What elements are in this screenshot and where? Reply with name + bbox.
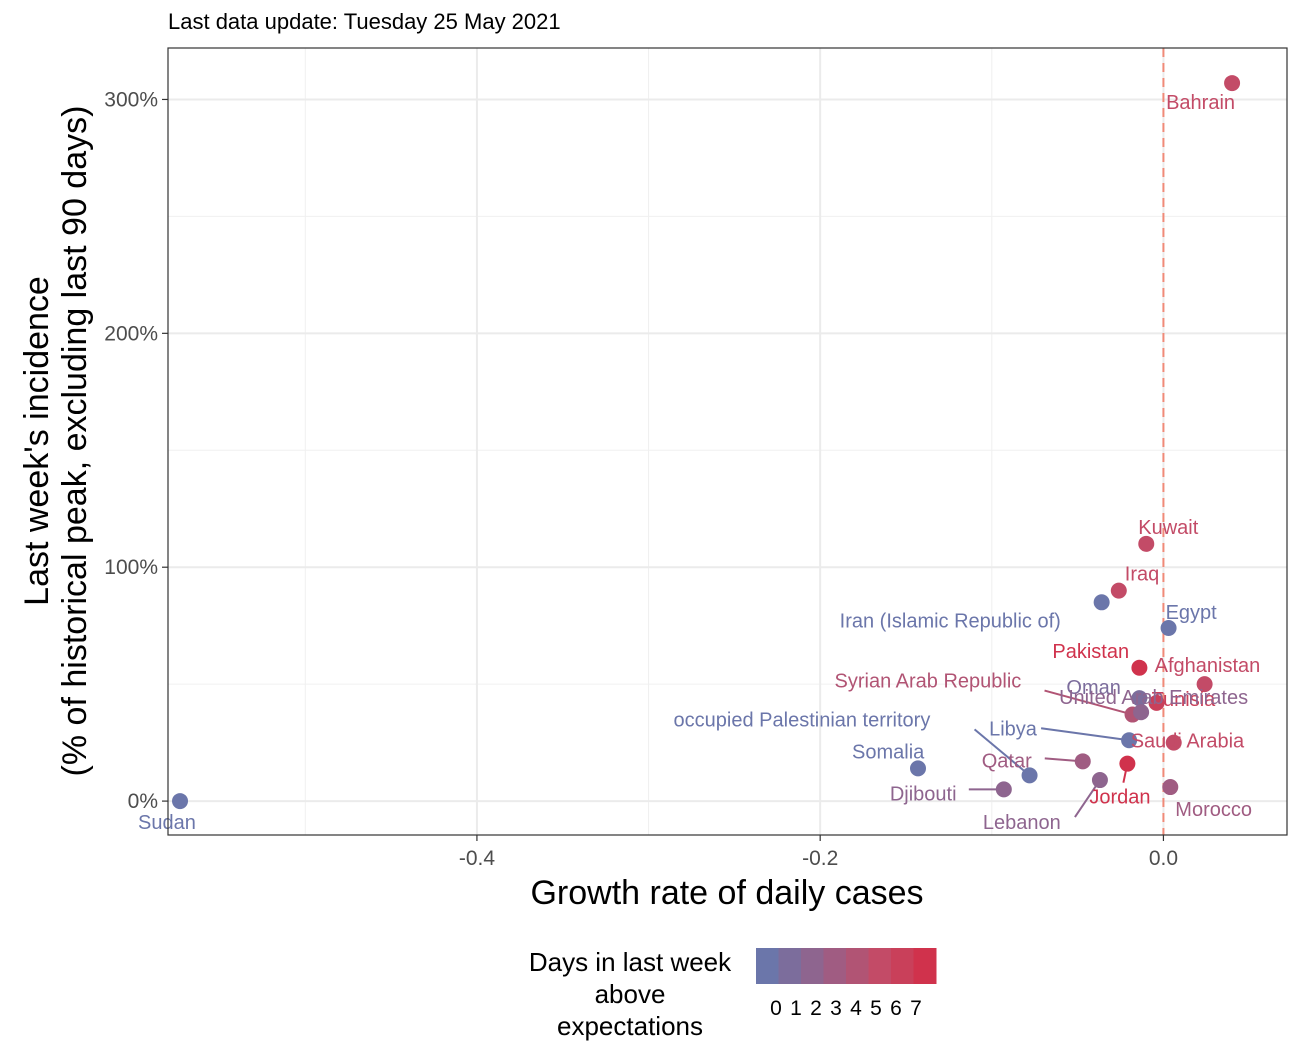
legend-label-6: 6: [890, 997, 902, 1020]
label-syrian-arab-republic: Syrian Arab Republic: [835, 671, 1022, 693]
x-tick-label: 0.0: [1149, 847, 1178, 870]
point-afghanistan: [1196, 676, 1213, 693]
legend-swatch-3: [823, 948, 847, 984]
legend-label-3: 3: [830, 997, 842, 1020]
label-somalia: Somalia: [852, 741, 925, 763]
label-tunisia: Tunisia: [1152, 689, 1217, 711]
plot-panel-background: [168, 48, 1287, 835]
point-egypt: [1160, 620, 1177, 637]
point-libya: [1121, 732, 1138, 749]
label-sudan: Sudan: [138, 812, 196, 834]
point-labels: Bahrain Kuwait Iraq Iran (Islamic Republic …: [138, 92, 1260, 834]
y-axis-title-line1: Last week's incidence: [18, 276, 56, 606]
leader-line-occupied-palestinian-territory: [973, 728, 1031, 777]
legend-swatch-7: [913, 948, 937, 984]
label-iraq: Iraq: [1125, 564, 1159, 586]
point-kuwait: [1138, 535, 1155, 552]
label-egypt: Egypt: [1166, 602, 1218, 624]
legend-swatch-0: [756, 948, 779, 984]
label-pakistan: Pakistan: [1052, 641, 1129, 663]
legend-swatch-6: [891, 948, 914, 984]
legend-title-line2: above: [595, 979, 666, 1009]
label-djibouti: Djibouti: [890, 783, 957, 805]
legend-label-0: 0: [770, 997, 782, 1020]
point-jordan: [1119, 755, 1136, 772]
label-united-arab-emirates: United Arab Emirates: [1059, 687, 1248, 709]
x-axis-ticks: -0.4 -0.2 0.0: [459, 835, 1178, 870]
label-libya: Libya: [989, 718, 1038, 740]
point-sudan: [172, 793, 189, 810]
x-tick-label: -0.2: [802, 847, 838, 870]
label-jordan: Jordan: [1089, 787, 1150, 809]
label-iran-islamic-republic-of: Iran (Islamic Republic of): [840, 610, 1061, 632]
label-saudi-arabia: Saudi Arabia: [1131, 731, 1245, 753]
y-tick-label: 0%: [128, 790, 158, 813]
point-somalia: [910, 760, 927, 777]
y-tick-label: 300%: [104, 88, 158, 111]
point-bahrain: [1224, 75, 1241, 92]
y-tick-label: 100%: [104, 556, 158, 579]
point-saudi-arabia: [1165, 734, 1182, 751]
y-tick-label: 200%: [104, 322, 158, 345]
grid-lines: [168, 48, 1287, 835]
point-united-arab-emirates: [1133, 704, 1150, 721]
point-tunisia: [1148, 694, 1165, 711]
label-qatar: Qatar: [982, 750, 1032, 772]
point-oman: [1131, 690, 1148, 707]
y-axis-ticks: 0% 100% 200% 300%: [104, 88, 168, 813]
legend-swatch-2: [801, 948, 824, 984]
y-axis-title-line2: (% of historical peak, excluding last 90…: [56, 106, 94, 777]
point-qatar: [1074, 753, 1091, 770]
point-lebanon: [1091, 772, 1108, 789]
legend-swatch-1: [778, 948, 802, 984]
point-pakistan: [1131, 659, 1148, 676]
label-occupied-palestinian-territory: occupied Palestinian territory: [674, 709, 931, 731]
legend-title-line3: expectations: [557, 1011, 703, 1041]
legend-label-5: 5: [870, 997, 882, 1020]
legend-colorbar: [756, 948, 937, 984]
plot-panel-border: [167, 47, 1288, 836]
label-afghanistan: Afghanistan: [1155, 655, 1261, 677]
point-iraq: [1110, 582, 1127, 599]
legend-swatch-5: [868, 948, 892, 984]
legend-label-7: 7: [910, 997, 922, 1020]
legend-label-1: 1: [790, 997, 802, 1020]
label-bahrain: Bahrain: [1166, 92, 1235, 114]
legend-title-line1: Days in last week: [529, 947, 732, 977]
leader-line-libya: [1040, 727, 1130, 742]
x-tick-label: -0.4: [459, 847, 496, 870]
chart-subtitle: Last data update: Tuesday 25 May 2021: [168, 9, 561, 34]
legend-swatch-4: [846, 948, 869, 984]
leader-line-syrian-arab-republic: [1044, 689, 1133, 716]
point-djibouti: [995, 781, 1012, 798]
point-iran-islamic-republic-of: [1093, 594, 1110, 611]
label-kuwait: Kuwait: [1138, 517, 1198, 539]
legend-label-2: 2: [810, 997, 822, 1020]
legend-label-4: 4: [850, 997, 862, 1020]
x-axis-title: Growth rate of daily cases: [530, 874, 923, 912]
label-morocco: Morocco: [1175, 799, 1252, 821]
label-oman: Oman: [1066, 677, 1120, 699]
point-morocco: [1162, 779, 1179, 796]
data-points: [172, 75, 1241, 810]
point-occupied-palestinian-territory: [1021, 767, 1038, 784]
label-lebanon: Lebanon: [983, 812, 1061, 834]
y-axis-title: Last week's incidence (% of historical p…: [18, 106, 94, 777]
